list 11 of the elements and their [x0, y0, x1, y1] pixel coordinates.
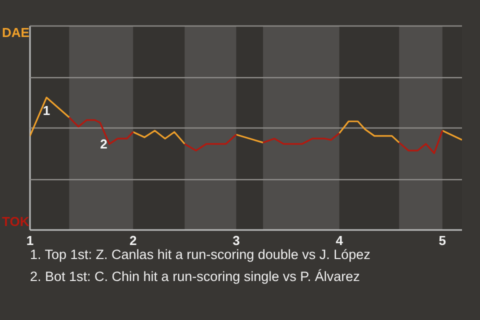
x-tick-label: 5 — [438, 233, 446, 248]
x-tick-label: 2 — [129, 233, 137, 248]
x-tick-label: 1 — [26, 233, 34, 248]
annotation: 1 — [42, 102, 50, 118]
annotation: 2 — [100, 136, 108, 152]
x-tick-label: 3 — [232, 233, 240, 248]
x-tick-label: 4 — [336, 233, 344, 248]
text: 2. Bot 1st: C. Chin hit a run-scoring single vs P. Álvarez — [30, 268, 361, 286]
text: TOK — [2, 214, 30, 230]
text: DAE — [2, 25, 30, 41]
text: 1. Top 1st: Z. Canlas hit a run-scoring double vs J. López — [30, 247, 370, 262]
